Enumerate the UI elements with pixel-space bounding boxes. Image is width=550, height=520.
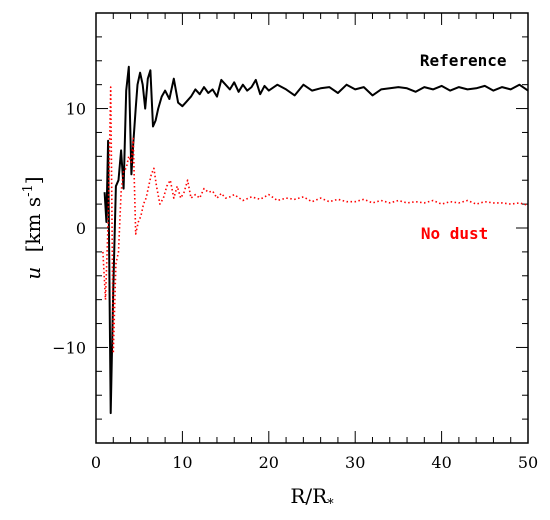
x-tick-label: 0 — [91, 453, 101, 472]
tick-labels: 0 10 20 30 40 50 −10 0 10 — [52, 100, 538, 472]
x-axis-subscript: * — [327, 497, 334, 512]
x-tick-label: 30 — [345, 453, 365, 472]
series-layer — [102, 65, 529, 415]
y-axis-units-exp: -1 — [21, 184, 36, 197]
y-axis-units: [km s — [21, 197, 45, 253]
axis-ticks — [95, 12, 529, 444]
y-tick-label: −10 — [52, 338, 86, 357]
y-axis-title: u [km s-1] — [21, 176, 45, 279]
x-axis-title: R/R* — [290, 484, 334, 512]
series-line-no-dust — [102, 86, 529, 355]
x-tick-label: 50 — [518, 453, 538, 472]
y-tick-label: 10 — [66, 100, 86, 119]
annotation-no-dust: No dust — [421, 224, 488, 243]
series-line-reference — [103, 65, 529, 415]
y-axis-units-close: ] — [21, 176, 45, 184]
annotation-reference: Reference — [420, 51, 507, 70]
y-tick-label: 0 — [76, 219, 86, 238]
x-tick-label: 40 — [431, 453, 451, 472]
annotations: Reference No dust — [420, 51, 507, 243]
x-tick-label: 20 — [259, 453, 279, 472]
y-axis-symbol: u — [21, 267, 45, 280]
x-tick-label: 10 — [172, 453, 192, 472]
